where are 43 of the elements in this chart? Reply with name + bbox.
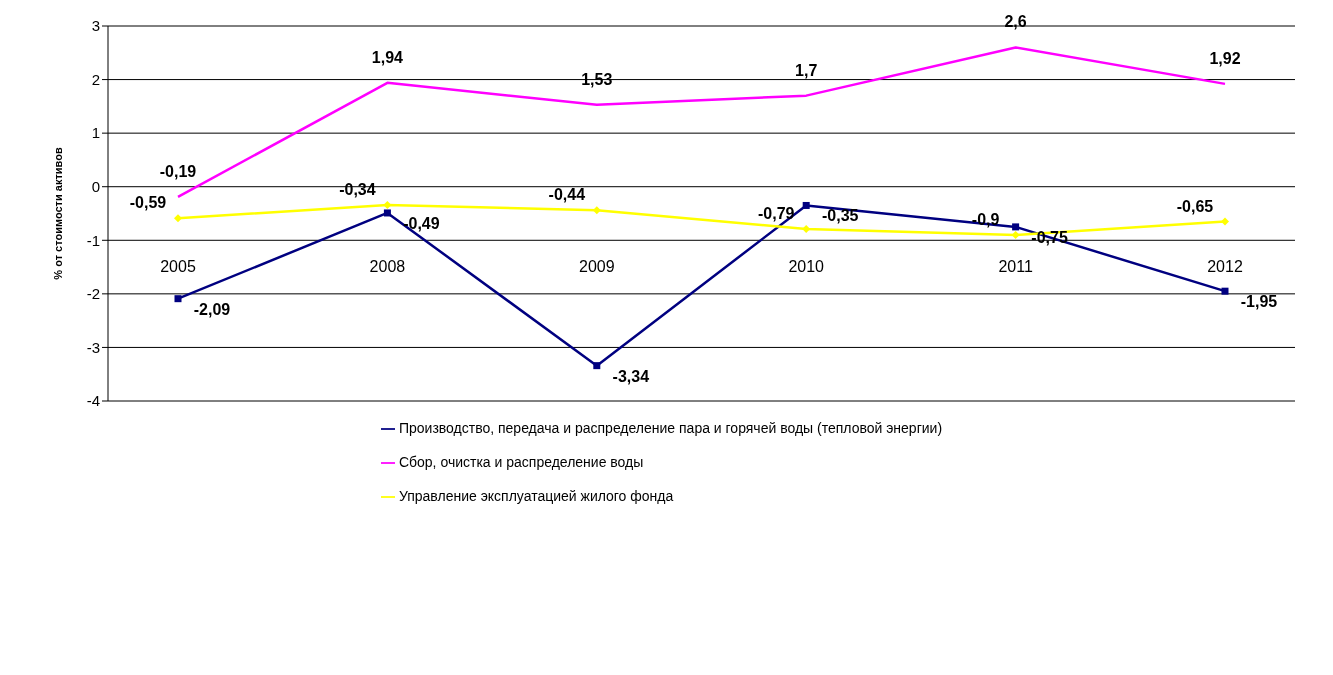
data-label: -0,79 — [757, 205, 795, 223]
y-tick-label: 0 — [91, 178, 100, 196]
data-label: 1,94 — [371, 48, 404, 66]
point — [592, 206, 601, 215]
data-label: -2,09 — [193, 300, 231, 318]
y-tick-label: -2 — [86, 285, 100, 303]
y-tick-label: 2 — [91, 70, 100, 88]
data-label: 2,6 — [1004, 13, 1027, 31]
data-label: -0,44 — [548, 186, 586, 204]
legend-label: Управление эксплуатацией жилого фонда — [398, 488, 674, 504]
point — [383, 209, 391, 217]
data-label: -1,95 — [1240, 293, 1278, 311]
point — [1012, 223, 1020, 231]
point — [383, 200, 392, 209]
point — [1221, 217, 1229, 226]
x-tick-label: 2008 — [369, 257, 406, 275]
data-label: 1,7 — [795, 61, 818, 79]
data-label: -3,34 — [612, 367, 650, 385]
legend-label: Производство, передача и распределение пара и горячей воды (тепловой энергии) — [398, 420, 943, 436]
point — [174, 295, 182, 303]
data-label: -0,65 — [1176, 197, 1214, 215]
y-tick-label: -3 — [86, 338, 100, 356]
x-tick-label: 2005 — [160, 257, 196, 275]
data-label: -0,59 — [129, 194, 167, 212]
x-tick-label: 2011 — [998, 257, 1033, 275]
y-tick-label: 3 — [91, 17, 100, 35]
x-tick-label: 2012 — [1207, 257, 1243, 275]
y-tick-label: -4 — [86, 392, 100, 410]
data-label: 1,92 — [1209, 49, 1241, 67]
point — [802, 201, 810, 209]
point — [174, 214, 182, 223]
data-label: -0,19 — [159, 162, 197, 180]
point — [1011, 230, 1020, 239]
data-label: -0,35 — [821, 207, 859, 225]
y-tick-label: -1 — [86, 231, 100, 249]
data-label: -0,49 — [403, 214, 440, 232]
point — [593, 362, 601, 370]
point — [1221, 287, 1229, 295]
legend-label: Сбор, очистка и распределение воды — [398, 454, 644, 470]
x-tick-label: 2010 — [788, 257, 825, 275]
x-tick-label: 2009 — [579, 257, 615, 275]
y-tick-label: 1 — [91, 124, 100, 142]
y-axis-title: % от стоимости активов — [51, 147, 64, 280]
